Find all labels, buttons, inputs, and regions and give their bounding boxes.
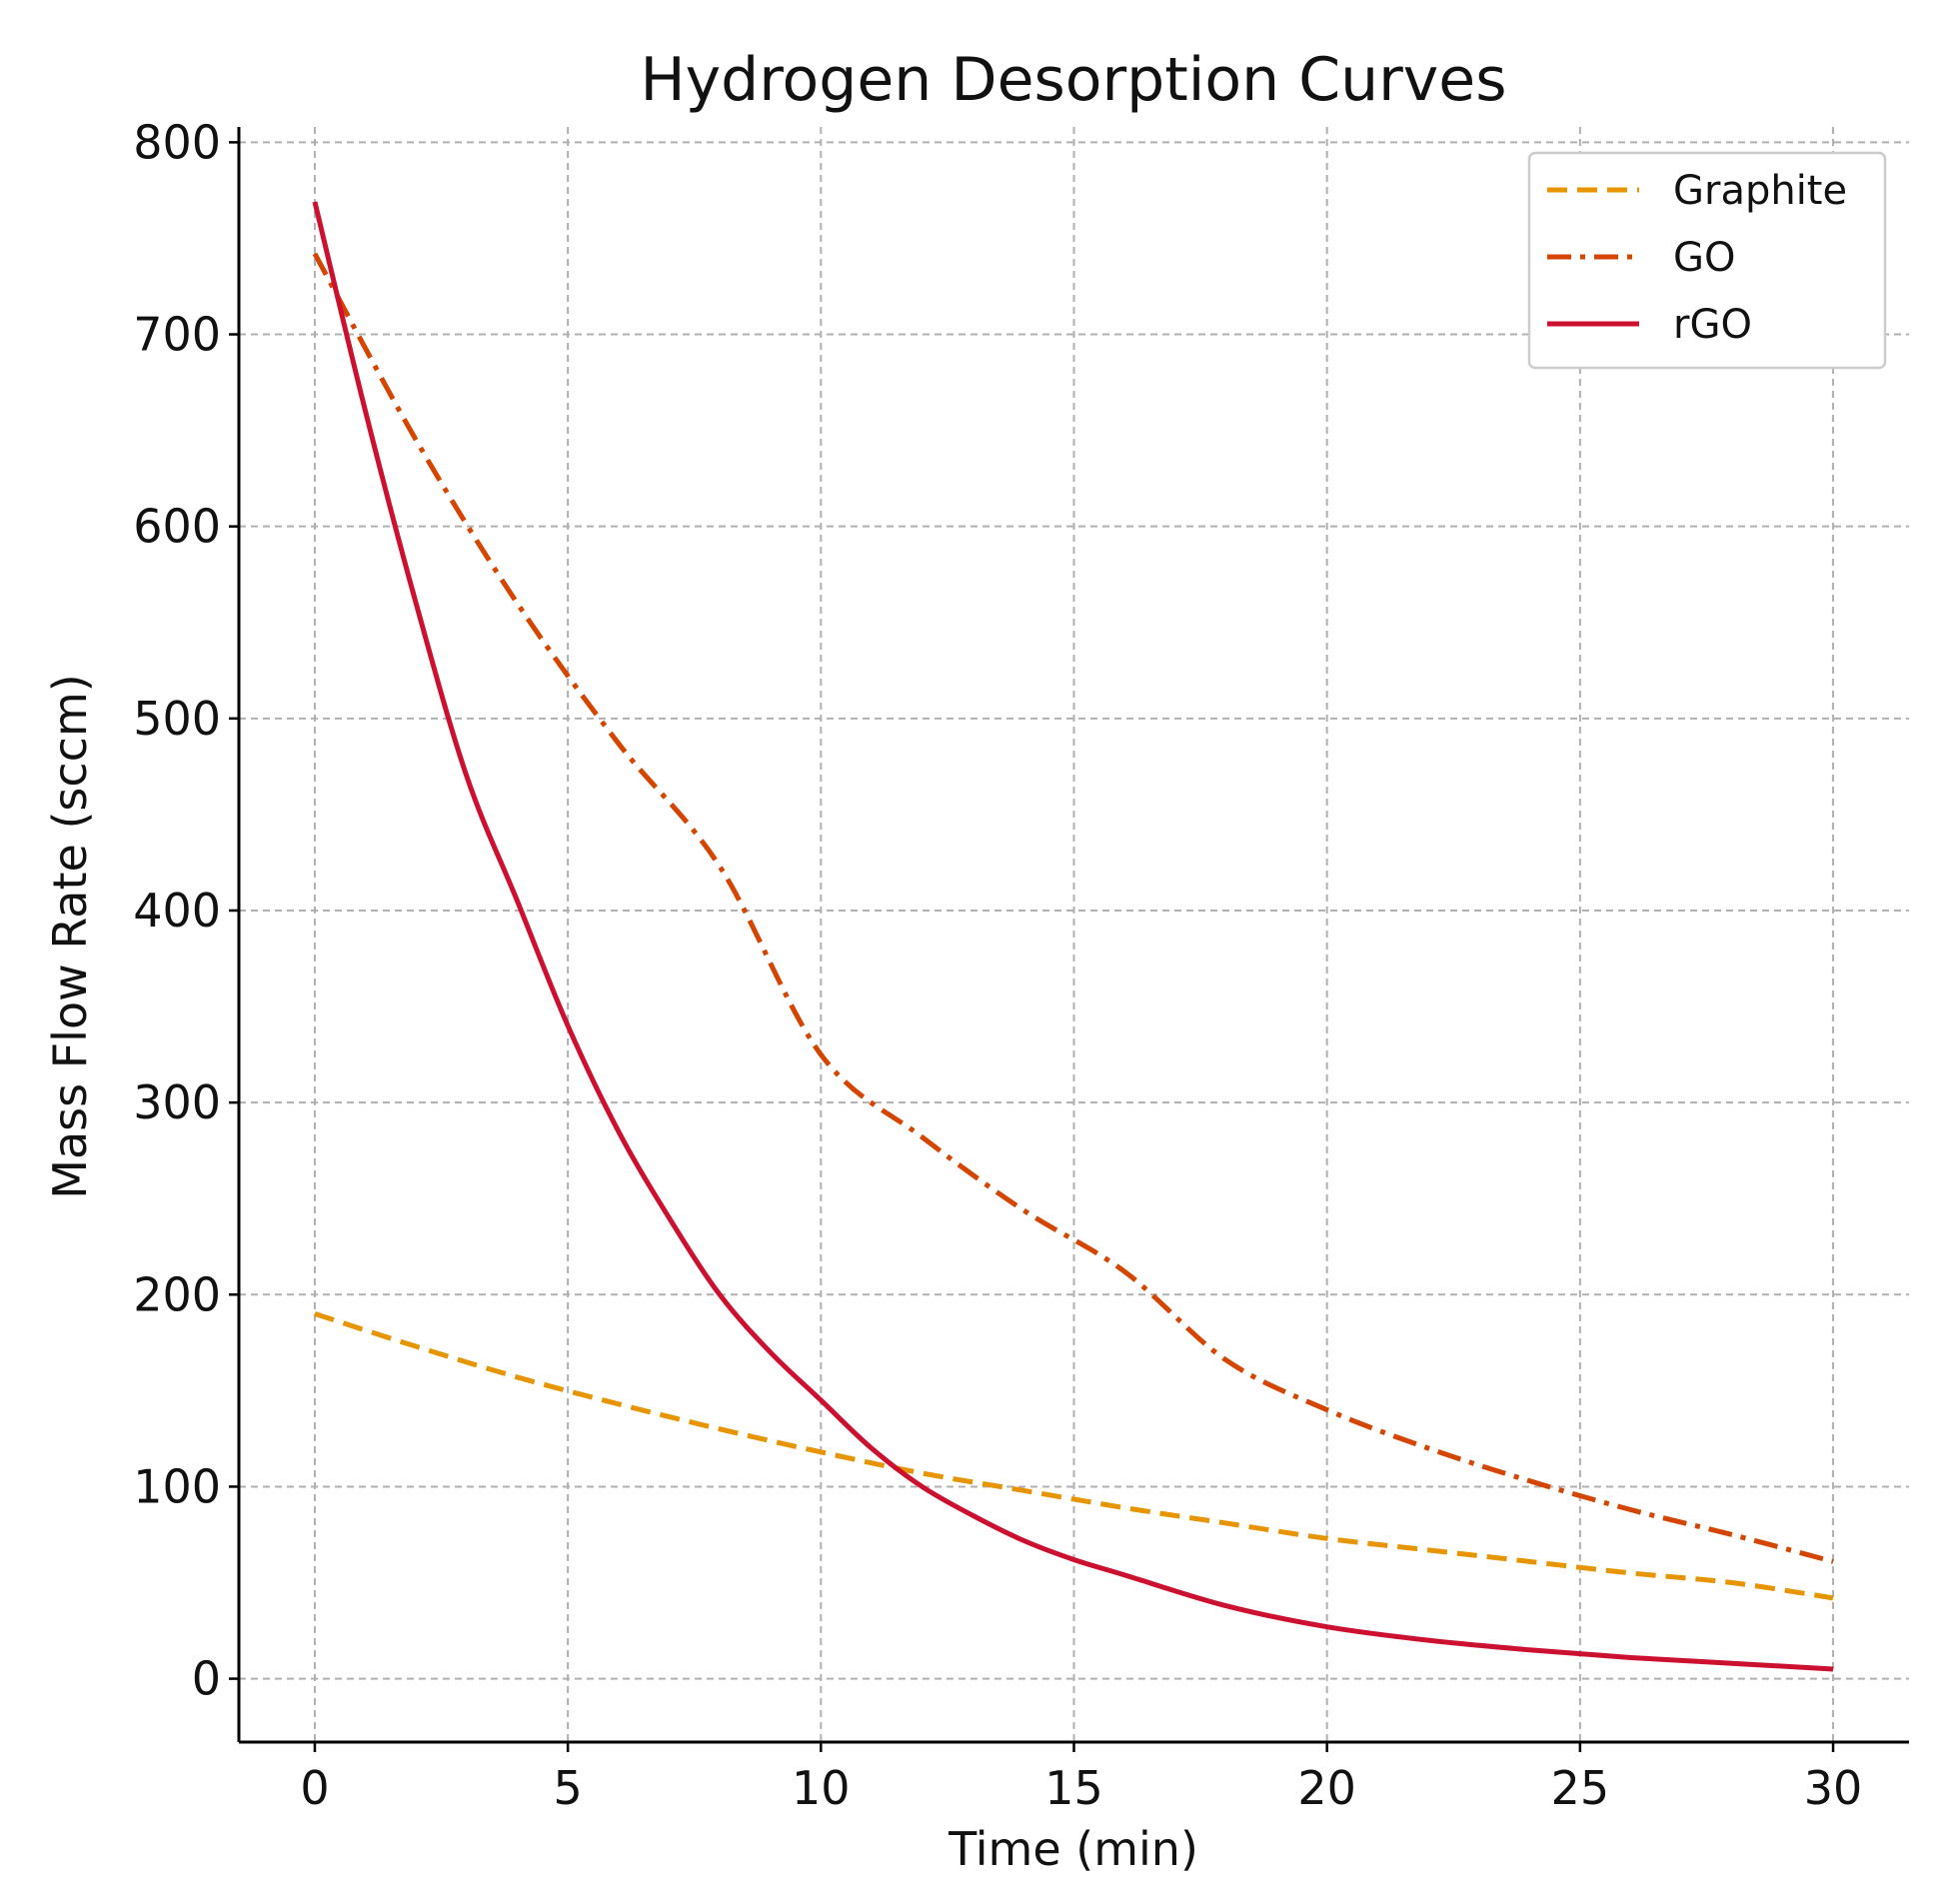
series-line-go [312, 252, 1834, 1564]
x-tick-label: 25 [1551, 1761, 1610, 1815]
y-tick-label: 500 [133, 692, 221, 746]
x-axis-label: Time (min) [948, 1822, 1198, 1876]
series-line-rgo [312, 201, 1834, 1672]
y-tick-label: 700 [133, 308, 221, 362]
x-tick-label: 10 [792, 1761, 851, 1815]
x-ticks: 0 5 10 15 20 25 30 [300, 1742, 1862, 1815]
x-tick-label: 20 [1297, 1761, 1356, 1815]
x-tick-label: 5 [553, 1761, 582, 1815]
y-ticks: 0 100 200 300 400 500 600 700 800 [133, 115, 239, 1706]
y-axis-label: Mass Flow Rate (sccm) [43, 674, 97, 1198]
grid [239, 127, 1909, 1742]
x-tick-label: 0 [300, 1761, 329, 1815]
y-tick-label: 400 [133, 884, 221, 938]
y-tick-label: 300 [133, 1075, 221, 1129]
legend-box [1527, 151, 1887, 370]
y-tick-label: 600 [133, 500, 221, 554]
legend-label-go: GO [1673, 235, 1735, 281]
series-line-graphite [314, 1311, 1834, 1601]
x-tick-label: 30 [1804, 1761, 1863, 1815]
legend: Graphite GO rGO [1527, 151, 1887, 370]
chart-title: Hydrogen Desorption Curves [641, 45, 1507, 115]
legend-label-graphite: Graphite [1673, 168, 1847, 214]
y-tick-label: 0 [192, 1652, 221, 1706]
x-tick-label: 15 [1044, 1761, 1103, 1815]
series-layer [312, 201, 1834, 1672]
y-tick-label: 800 [133, 115, 221, 169]
y-tick-label: 100 [133, 1459, 221, 1513]
y-tick-label: 200 [133, 1267, 221, 1321]
legend-label-rgo: rGO [1673, 302, 1752, 348]
